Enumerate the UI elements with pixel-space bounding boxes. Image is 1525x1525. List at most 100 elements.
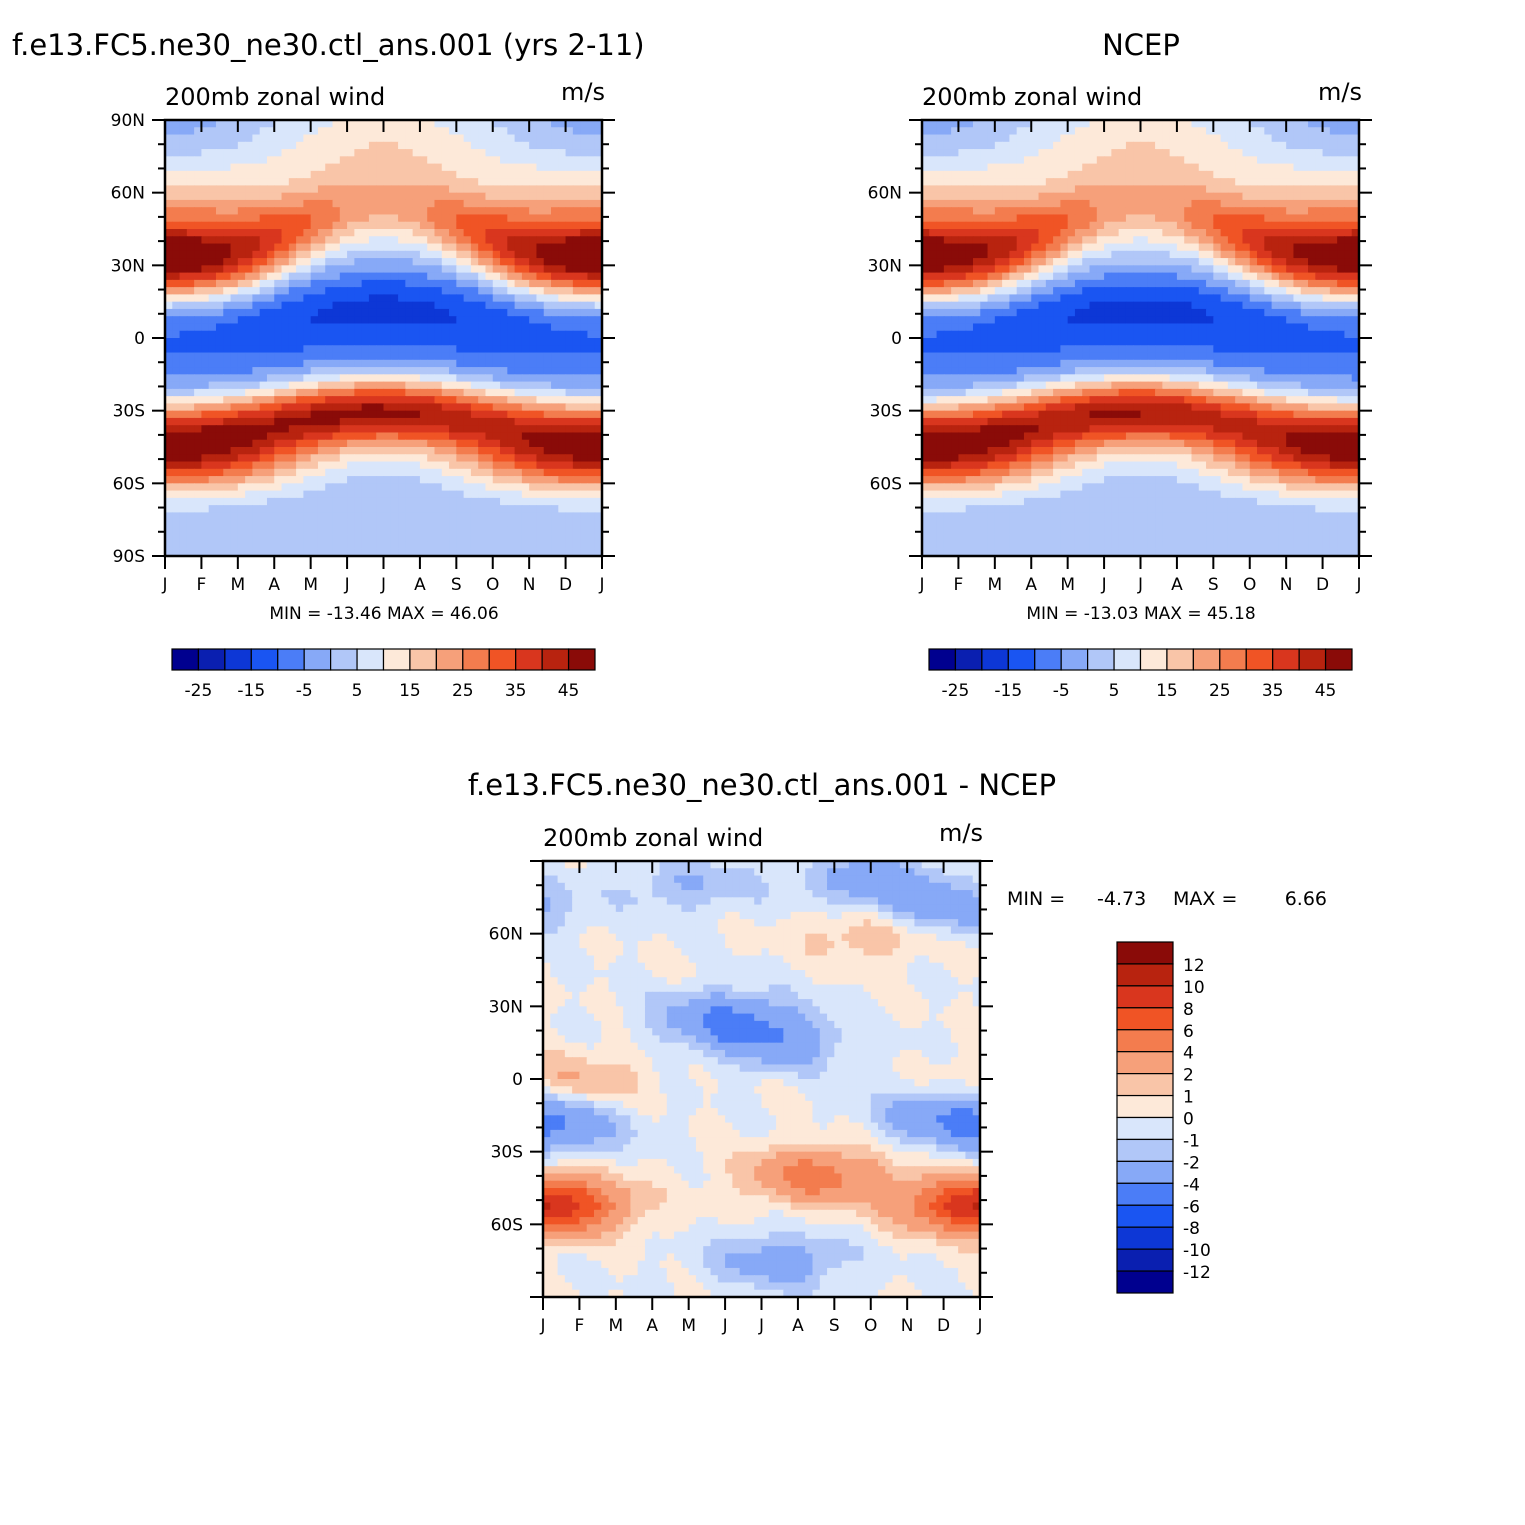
panel1-cell (208, 199, 217, 208)
panel1-cell (536, 170, 545, 179)
panel1-cell (412, 396, 421, 404)
panel1-cell (317, 294, 326, 303)
panel1-cell (412, 316, 421, 325)
panel1-cell (339, 447, 348, 455)
panel1-cell (303, 250, 312, 259)
panel1-cell (288, 272, 297, 281)
panel1-cell (419, 403, 428, 412)
panel1-cell (339, 134, 348, 143)
panel1-cell (521, 207, 530, 216)
panel1-cell (259, 526, 268, 535)
panel1-cell (252, 294, 261, 303)
panel1-cell (390, 258, 399, 266)
panel1-cell (485, 454, 494, 463)
panel2-cell (1271, 243, 1280, 252)
panel1-cell (288, 221, 297, 230)
panel1-cell (376, 454, 385, 463)
panel2-cell (994, 199, 1003, 208)
panel1-cell (594, 359, 603, 368)
panel2-cell (1016, 127, 1025, 136)
panel1-cell (252, 178, 261, 186)
panel2-cell (1089, 229, 1098, 237)
panel2-cell (1351, 199, 1360, 208)
panel2-cell (1067, 149, 1076, 157)
panel2-cell (1242, 163, 1251, 172)
panel1-cell (529, 483, 538, 492)
panel2-cell (1198, 207, 1207, 216)
panel2-cell (1264, 185, 1273, 194)
panel1-cell (456, 323, 465, 332)
panel1-cell (463, 396, 472, 404)
panel2-cell (1060, 258, 1069, 266)
panel1-cell (543, 338, 552, 346)
panel1-cell (551, 497, 559, 506)
panel1-cell (434, 526, 443, 535)
panel2-cell (943, 127, 952, 136)
panel1-cell (551, 541, 559, 550)
panel2-cell (1089, 250, 1098, 259)
panel1-cell (230, 490, 239, 499)
panel1-cell (201, 141, 210, 150)
panel1-cell (347, 316, 355, 325)
panel1-cell (551, 243, 559, 252)
panel1-cell (485, 417, 494, 426)
panel2-cell (1198, 243, 1207, 252)
panel1-cell (172, 127, 181, 136)
panel1-cell (594, 149, 603, 157)
panel2-cell (1111, 127, 1120, 136)
panel1-cell (390, 476, 399, 484)
panel1-cell (223, 301, 232, 310)
panel1-cell (441, 243, 450, 252)
panel1-cell (558, 425, 567, 434)
panel1-cell (419, 490, 428, 499)
panel2-cell (1220, 221, 1229, 230)
panel1-cell (427, 541, 436, 550)
panel1-cell (507, 229, 516, 237)
panel1-cell (252, 258, 261, 266)
panel1-cell (536, 541, 545, 550)
panel2-cell (1002, 250, 1010, 259)
panel1-cell (172, 432, 181, 441)
panel1-cell (237, 483, 246, 492)
panel1-cell (368, 236, 377, 245)
panel1-cell (507, 236, 516, 245)
panel1-cell (529, 512, 538, 521)
panel1-cell (376, 294, 385, 303)
panel1-cell (296, 367, 304, 375)
panel2-cell (929, 178, 938, 186)
panel1-cell (441, 229, 450, 237)
panel1-cell (201, 534, 210, 543)
panel2-cell (1300, 192, 1309, 201)
panel1-cell (427, 345, 436, 354)
panel1-cell (201, 308, 210, 317)
panel1-cell (412, 178, 421, 186)
panel2-cell (922, 163, 930, 172)
panel1-cell (536, 417, 545, 426)
panel1-cell (332, 272, 341, 281)
panel1-cell (259, 417, 268, 426)
panel1-cell (449, 512, 457, 521)
panel1-cell (449, 410, 457, 419)
panel1-cell (310, 454, 319, 463)
panel1-cell (500, 308, 508, 317)
panel1-cell (514, 468, 523, 477)
panel1-cell (580, 541, 589, 550)
panel2-cell (1111, 207, 1120, 216)
panel1-cell (594, 192, 603, 201)
panel1-cell (303, 308, 312, 317)
panel1-cell (587, 374, 596, 383)
panel1-cell (500, 127, 508, 136)
panel2-cell (1009, 258, 1018, 266)
panel1-cell (587, 403, 596, 412)
panel1-cell (266, 410, 275, 419)
panel1-cell (354, 534, 363, 543)
panel1-cell (230, 221, 239, 230)
panel1-cell (441, 316, 450, 325)
panel1-cell (536, 505, 545, 513)
panel1-cell (165, 461, 173, 470)
panel1-cell (470, 367, 479, 375)
panel1-cell (507, 279, 516, 288)
panel1-cell (361, 432, 370, 441)
panel1-cell (332, 243, 341, 252)
